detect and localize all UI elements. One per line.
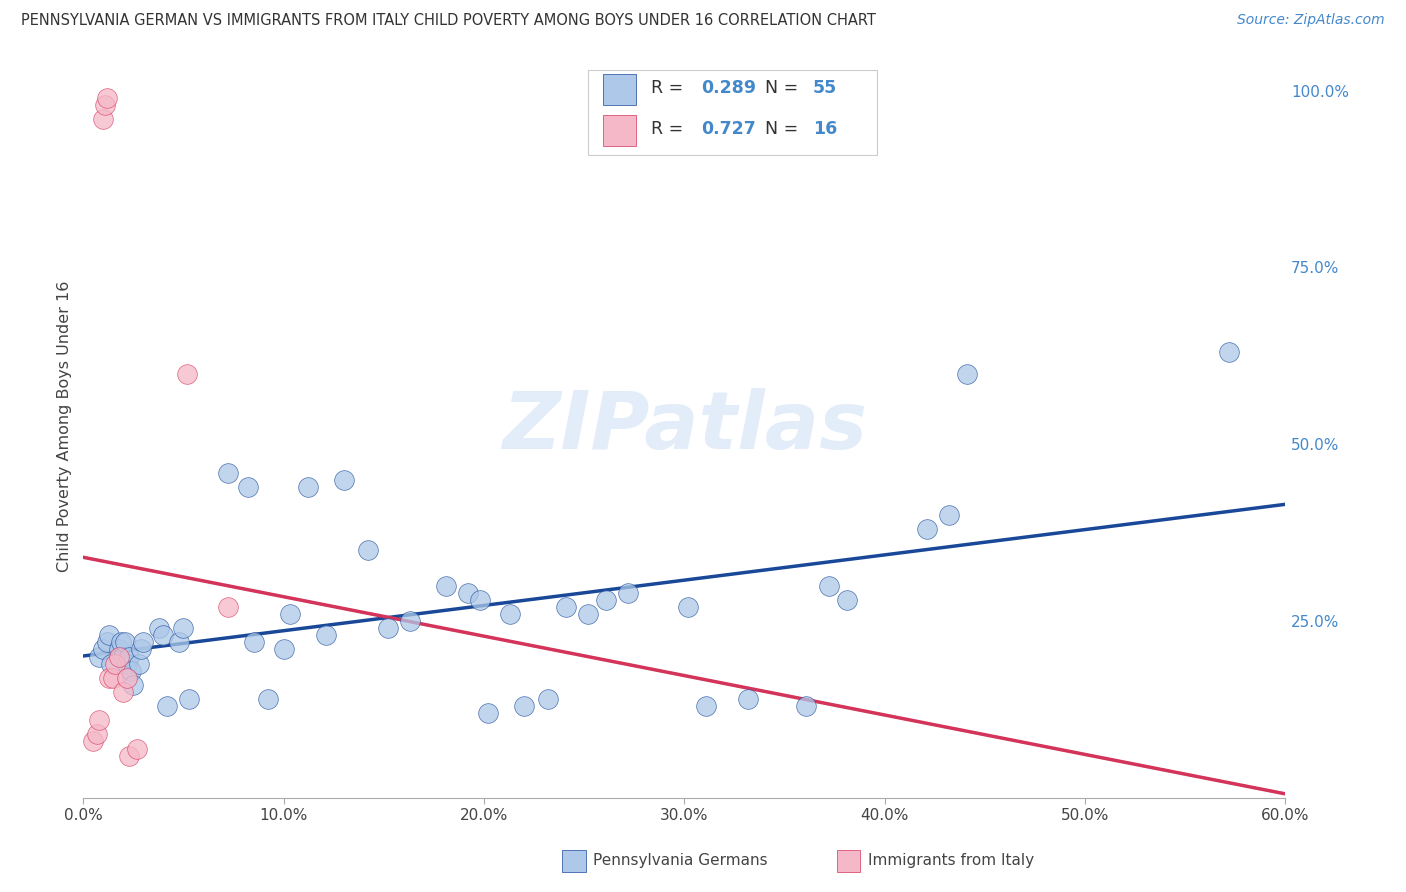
Y-axis label: Child Poverty Among Boys Under 16: Child Poverty Among Boys Under 16 (58, 281, 72, 573)
Point (179, 692, 201, 706)
Text: 55: 55 (813, 79, 837, 97)
Point (104, 657, 127, 671)
Point (217, 466, 239, 480)
Text: Pennsylvania Germans: Pennsylvania Germans (593, 854, 768, 868)
Point (737, 692, 759, 706)
FancyBboxPatch shape (588, 70, 876, 155)
Point (242, 635, 264, 649)
Point (236, 480, 259, 494)
Point (114, 635, 136, 649)
Bar (603, 114, 636, 145)
Point (100, 657, 122, 671)
Point (273, 642, 295, 657)
Point (477, 706, 499, 721)
Text: Immigrants from Italy: Immigrants from Italy (868, 854, 1033, 868)
Text: N =: N = (765, 79, 799, 97)
Text: 0.727: 0.727 (702, 120, 756, 138)
Point (457, 586, 479, 600)
Point (576, 607, 599, 621)
Point (120, 664, 142, 678)
Point (434, 579, 457, 593)
Point (152, 628, 174, 642)
Point (915, 522, 938, 536)
Point (938, 508, 960, 522)
Point (595, 593, 617, 607)
Point (103, 671, 125, 685)
Bar (603, 73, 636, 104)
Point (172, 621, 194, 635)
Point (117, 671, 139, 685)
Point (315, 628, 337, 642)
Text: Source: ZipAtlas.com: Source: ZipAtlas.com (1237, 13, 1385, 28)
Point (156, 699, 179, 714)
Point (297, 480, 319, 494)
Point (537, 692, 560, 706)
Text: PENNSYLVANIA GERMAN VS IMMIGRANTS FROM ITALY CHILD POVERTY AMONG BOYS UNDER 16 C: PENNSYLVANIA GERMAN VS IMMIGRANTS FROM I… (21, 13, 876, 29)
Point (98, 671, 121, 685)
Point (96, 635, 118, 649)
Text: ZIPatlas: ZIPatlas (502, 388, 866, 466)
Point (956, 367, 979, 381)
Point (176, 367, 198, 381)
Point (499, 607, 522, 621)
Point (122, 678, 145, 692)
Point (110, 635, 132, 649)
Point (148, 621, 170, 635)
Point (91, 112, 114, 126)
Point (278, 607, 301, 621)
Point (118, 649, 141, 664)
Point (131, 642, 153, 657)
Point (108, 642, 131, 657)
Point (817, 579, 839, 593)
Point (169, 635, 191, 649)
Text: R =: R = (651, 120, 689, 138)
Text: N =: N = (765, 120, 799, 138)
Point (91, 642, 114, 657)
Point (94, 97, 117, 112)
Point (468, 593, 491, 607)
Point (127, 741, 149, 756)
Point (108, 649, 131, 664)
Point (128, 657, 150, 671)
Point (117, 657, 139, 671)
Point (89, 713, 111, 727)
Point (112, 685, 135, 699)
Point (513, 699, 536, 714)
Point (377, 621, 399, 635)
Text: 16: 16 (813, 120, 837, 138)
Point (217, 600, 239, 615)
Text: 0.289: 0.289 (702, 79, 756, 97)
Point (835, 593, 858, 607)
Point (796, 699, 818, 714)
Point (98, 628, 121, 642)
Point (86, 727, 108, 741)
Point (617, 586, 640, 600)
Point (357, 543, 380, 558)
Point (118, 748, 141, 763)
Point (398, 614, 420, 628)
Point (678, 600, 700, 615)
Point (89, 649, 111, 664)
Point (332, 473, 354, 487)
Text: R =: R = (651, 79, 689, 97)
Point (1218, 345, 1240, 359)
Point (132, 635, 155, 649)
Point (256, 692, 278, 706)
Point (695, 699, 717, 714)
Point (112, 649, 135, 664)
Point (96, 90, 118, 104)
Point (82, 734, 104, 748)
Point (555, 600, 578, 615)
